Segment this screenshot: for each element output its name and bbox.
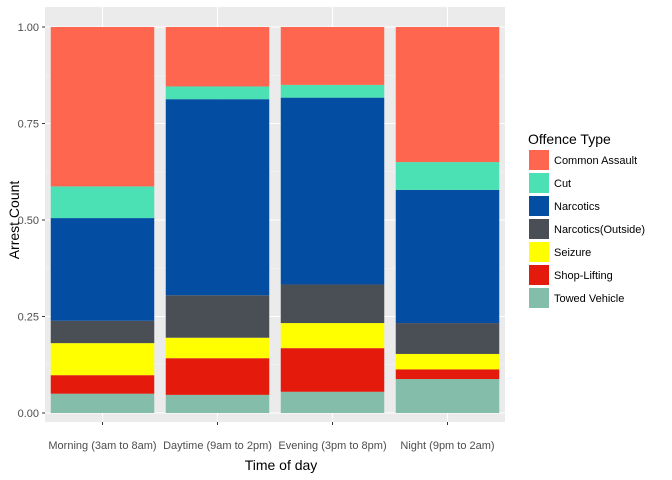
legend-label: Seizure <box>554 247 591 259</box>
y-tick-label: 0.25 <box>18 312 39 324</box>
y-tick-label: 0.00 <box>18 408 39 420</box>
x-tick-label: Night (9pm to 2am) <box>400 440 494 452</box>
bar-segment <box>165 394 270 413</box>
legend: Offence Type Common Assault Cut Narcotics N… <box>528 131 645 308</box>
bar-segment <box>395 162 500 190</box>
bar-segment <box>165 337 270 359</box>
bar-segment <box>165 295 270 338</box>
bar-segment <box>280 97 385 285</box>
bar-segment <box>395 27 500 163</box>
y-tick-label: 1.00 <box>18 22 39 34</box>
legend-swatch <box>529 265 549 285</box>
legend-swatch <box>529 288 549 308</box>
bar-segment <box>165 27 270 87</box>
bar-segment <box>395 323 500 354</box>
x-tick-label: Evening (3pm to 8pm) <box>278 440 386 452</box>
legend-label: Shop-Lifting <box>554 270 613 282</box>
bar-segment <box>280 84 385 98</box>
bar-segment <box>50 186 155 219</box>
bar-segment <box>395 189 500 324</box>
y-axis-title: Arrest Count <box>6 181 22 260</box>
bar-segment <box>280 348 385 392</box>
legend-swatch <box>529 219 549 239</box>
bar-segment <box>50 343 155 376</box>
bar-segment <box>50 320 155 344</box>
y-tick-label: 0.50 <box>18 215 39 227</box>
legend-label: Towed Vehicle <box>554 293 624 305</box>
bar-segment <box>395 353 500 370</box>
legend-swatch <box>529 173 549 193</box>
legend-label: Narcotics(Outside) <box>554 224 645 236</box>
bar-segment <box>50 27 155 187</box>
legend-label: Narcotics <box>554 201 600 213</box>
x-axis: Morning (3am to 8am) Daytime (9am to 2pm)… <box>48 422 495 452</box>
bar-segment <box>280 391 385 413</box>
legend-swatch <box>529 196 549 216</box>
bar-segment <box>50 375 155 394</box>
bar-segment <box>165 86 270 100</box>
legend-label: Cut <box>554 178 571 190</box>
bar-segment <box>395 369 500 380</box>
bar-segment <box>280 284 385 324</box>
x-axis-title: Time of day <box>245 457 318 473</box>
y-tick-label: 0.75 <box>18 119 39 131</box>
legend-swatch <box>529 150 549 170</box>
bar-segment <box>280 27 385 85</box>
bar-segment <box>280 323 385 349</box>
bar-segment <box>50 393 155 413</box>
x-tick-label: Daytime (9am to 2pm) <box>163 440 272 452</box>
y-axis: 0.00 0.25 0.50 0.75 1.00 <box>18 22 45 420</box>
bar-segment <box>50 218 155 321</box>
legend-title: Offence Type <box>528 131 611 147</box>
bars-layer <box>50 27 500 413</box>
legend-swatch <box>529 242 549 262</box>
legend-label: Common Assault <box>554 155 637 167</box>
x-tick-label: Morning (3am to 8am) <box>48 440 156 452</box>
bar-segment <box>165 99 270 296</box>
bar-segment <box>165 358 270 395</box>
bar-segment <box>395 379 500 413</box>
